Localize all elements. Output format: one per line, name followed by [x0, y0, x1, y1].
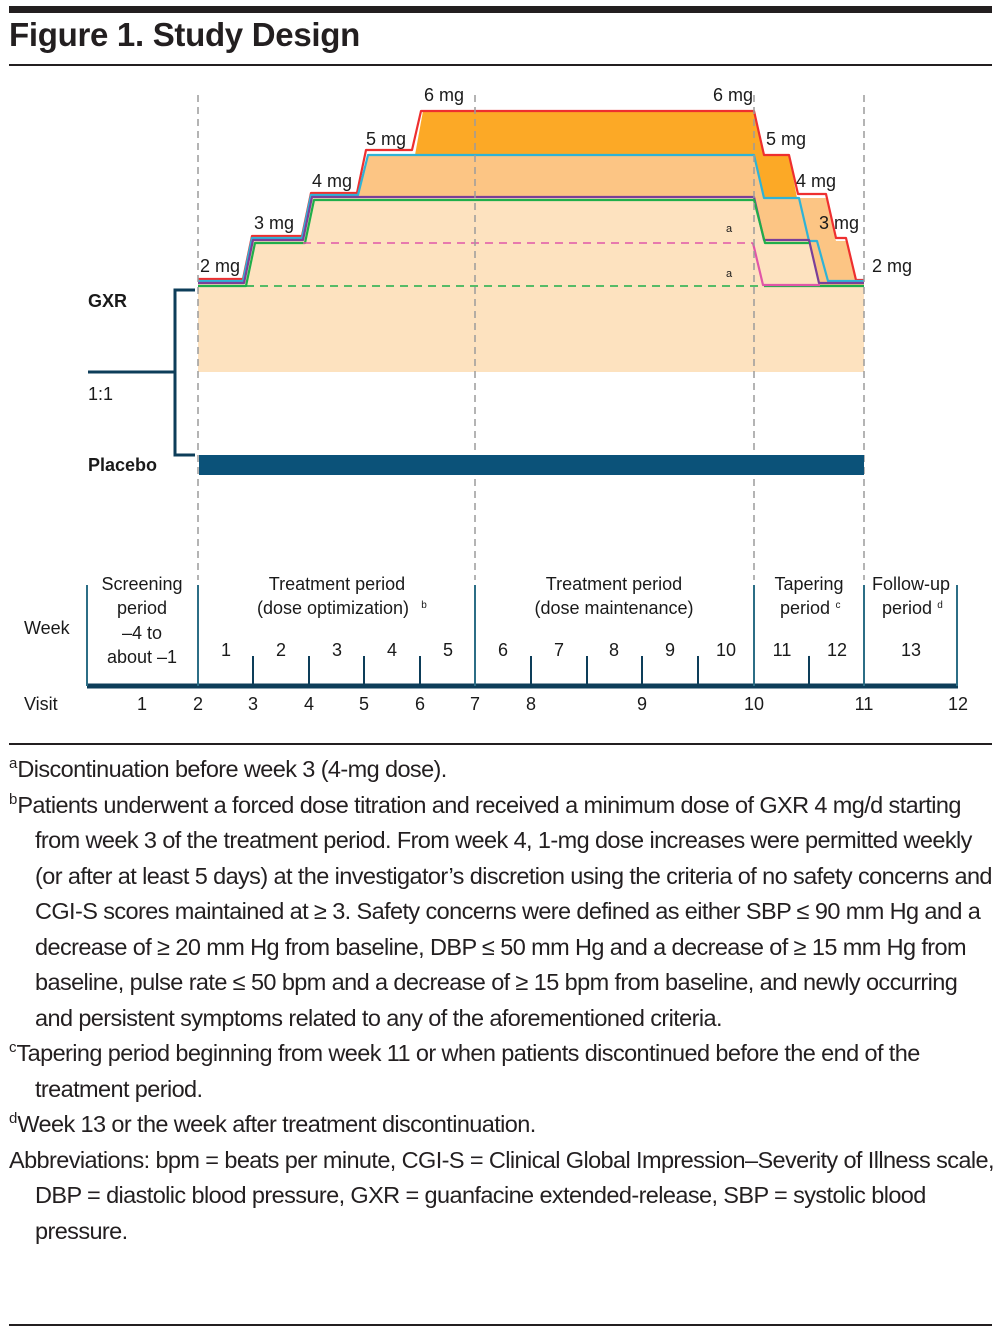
period-screening-line2: period [117, 598, 167, 618]
week-number: 11 [773, 640, 792, 660]
figure-title: Figure 1. Study Design [9, 16, 360, 53]
week-number: 1 [221, 640, 231, 660]
visit-number: 6 [415, 694, 425, 714]
footnote-text: Patients underwent a forced dose titrati… [17, 791, 992, 1031]
period-followup-line2: period [882, 598, 932, 618]
visit-number: 4 [304, 694, 314, 714]
red-titration-line [198, 109, 864, 282]
dose-label-2mg: 2 mg [200, 256, 240, 276]
footnote-text: Week 13 or the week after treatment disc… [17, 1111, 536, 1137]
week-number: 5 [443, 640, 453, 660]
dose-label-taper-4mg: 4 mg [796, 171, 836, 191]
dose-label-6mg-start: 6 mg [424, 85, 464, 105]
pink-discontinuation-line [751, 242, 820, 287]
footnote-d: dWeek 13 or the week after treatment dis… [9, 1107, 994, 1143]
abbreviations: Abbreviations: bpm = beats per minute, C… [9, 1146, 995, 1244]
period-followup-sup: d [937, 600, 943, 611]
taper-6mg-fill [754, 111, 797, 198]
week-number: 4 [387, 640, 397, 660]
week-number: 12 [827, 640, 847, 660]
visit-axis-label: Visit [24, 694, 58, 714]
footnote-mark: b [9, 790, 18, 808]
title-rule [9, 64, 992, 66]
bottom-rule [9, 1324, 992, 1326]
green-titration-line [198, 198, 809, 288]
week-number: 13 [901, 640, 921, 660]
period-guides [197, 95, 865, 580]
footnotes: aDiscontinuation before week 3 (4-mg dos… [9, 752, 995, 1249]
dose-label-6mg-end: 6 mg [713, 85, 753, 105]
footnote-a: aDiscontinuation before week 3 (4-mg dos… [9, 752, 994, 788]
period-tapering-line2: period [780, 598, 830, 618]
dose-label-4mg: 4 mg [312, 171, 352, 191]
randomization-bracket [88, 288, 195, 457]
week-axis-label: Week [24, 618, 71, 638]
discontinuation-marker: a [726, 268, 733, 280]
randomization-ratio: 1:1 [88, 384, 113, 404]
week-number: 6 [498, 640, 508, 660]
period-optimization-line1: Treatment period [269, 574, 405, 594]
visit-number: 2 [193, 694, 203, 714]
visit-number: 3 [248, 694, 258, 714]
dose-5mg-fill [358, 155, 830, 285]
dose-label-3mg: 3 mg [254, 213, 294, 233]
period-maintenance-line1: Treatment period [546, 574, 682, 594]
cyan-titration-line [198, 153, 864, 283]
visit-numbers: 1 2 3 4 5 6 7 8 9 10 11 12 [137, 694, 968, 714]
discontinuation-marker: a [726, 223, 733, 235]
footnote-mark: a [9, 755, 18, 772]
period-screening-weeks-line1: –4 to [122, 623, 162, 643]
period-headings: Screening period –4 to about –1 Treatmen… [101, 574, 950, 667]
period-tapering-sup: c [836, 600, 841, 611]
week-numbers: 1 2 3 4 5 6 7 8 9 10 11 12 13 [221, 640, 921, 660]
visit-number: 10 [744, 694, 764, 714]
week-number: 8 [609, 640, 619, 660]
visit-number: 9 [637, 694, 647, 714]
footnote-rule [9, 743, 992, 745]
dose-label-5mg: 5 mg [366, 129, 406, 149]
footnote-mark: d [9, 1110, 18, 1127]
footnote-b: bPatients underwent a forced dose titrat… [9, 788, 994, 1037]
footnote-text: Discontinuation before week 3 (4-mg dose… [17, 756, 447, 782]
taper-band-fill [764, 198, 864, 285]
week-ticks [252, 656, 810, 686]
visit-number: 8 [526, 694, 536, 714]
visit-number: 11 [855, 694, 874, 714]
week-number: 2 [276, 640, 286, 660]
arm-label-gxr: GXR [88, 291, 127, 311]
period-tapering-line1: Tapering [774, 574, 843, 594]
footnote-mark: c [9, 1039, 17, 1056]
purple-titration-line [198, 195, 864, 285]
top-rule [9, 6, 992, 13]
period-maintenance-line2: (dose maintenance) [534, 598, 693, 618]
arm-label-placebo: Placebo [88, 455, 157, 475]
week-number: 9 [665, 640, 675, 660]
dose-label-taper-5mg: 5 mg [766, 129, 806, 149]
week-number: 10 [716, 640, 736, 660]
footnote-text: Tapering period beginning from week 11 o… [16, 1040, 921, 1102]
week-number: 3 [332, 640, 342, 660]
timeline: Week Visit Screening period –4 to about … [24, 574, 968, 714]
visit-number: 12 [948, 694, 968, 714]
visit-number: 1 [137, 694, 147, 714]
gxr-base-fill [198, 198, 864, 372]
period-dividers [86, 585, 958, 686]
period-screening-line1: Screening [101, 574, 182, 594]
period-optimization-line2: (dose optimization) [257, 598, 409, 618]
period-optimization-sup: b [421, 600, 427, 611]
titration-lines [198, 109, 864, 288]
placebo-bar [199, 455, 864, 475]
dose-label-taper-2mg: 2 mg [872, 256, 912, 276]
bracket-line [88, 288, 195, 457]
visit-number: 5 [359, 694, 369, 714]
visit-number: 7 [470, 694, 480, 714]
period-followup-line1: Follow-up [872, 574, 950, 594]
dose-6mg-fill [415, 111, 764, 155]
study-design-diagram: 2 mg 3 mg 4 mg 5 mg 6 mg 6 mg 5 mg 4 mg … [24, 85, 968, 714]
week-number: 7 [554, 640, 564, 660]
dose-label-taper-3mg: 3 mg [819, 213, 859, 233]
dose-fills [198, 111, 864, 372]
period-screening-weeks-line2: about –1 [107, 647, 177, 667]
footnote-c: cTapering period beginning from week 11 … [9, 1036, 994, 1107]
